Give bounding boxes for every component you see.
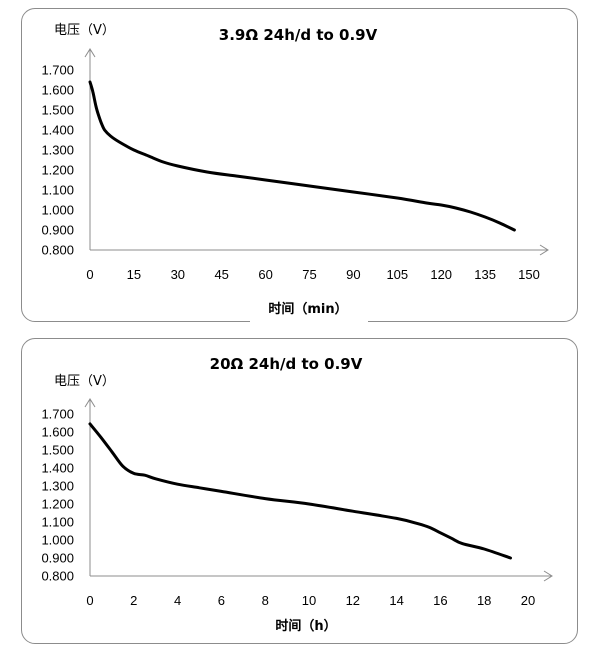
chart-1-x-tick-label: 75 (302, 267, 316, 282)
chart-1-y-tick-label: 1.200 (41, 163, 74, 178)
chart-1-x-tick-label: 90 (346, 267, 360, 282)
chart-1-y-tick-label: 1.000 (41, 203, 74, 218)
chart-1-y-tick-label: 1.700 (41, 63, 74, 78)
chart-1-x-tick-label: 120 (430, 267, 452, 282)
chart-1-x-tick-label: 0 (86, 267, 93, 282)
chart-panel-2: 20Ω 24h/d to 0.9V 电压（V） 0 2 4 6 8 10 12 14 16 18 2… (21, 338, 578, 644)
chart-2-y-axis-label: 电压（V） (54, 374, 115, 389)
chart-2-x-tick-label: 20 (521, 593, 535, 608)
chart-2-y-tick-label: 1.600 (41, 425, 74, 440)
chart-2-y-tick-label: 0.800 (41, 569, 74, 584)
chart-2-y-axis-arrow (84, 398, 96, 408)
chart-2-x-tick-label: 6 (218, 593, 225, 608)
chart-1-x-axis-label-background (250, 295, 368, 325)
chart-1-x-tick-label: 150 (518, 267, 540, 282)
chart-2-x-tick-label: 14 (389, 593, 403, 608)
chart-2-x-tick-label: 18 (477, 593, 491, 608)
chart-1-y-axis-arrow (84, 48, 96, 58)
chart-1-y-tick-label: 1.500 (41, 103, 74, 118)
chart-1-x-tick-label: 45 (214, 267, 228, 282)
chart-2-x-tick-label: 16 (433, 593, 447, 608)
chart-1-series-line (88, 80, 516, 232)
chart-1-y-tick-label: 1.300 (41, 143, 74, 158)
chart-2-title: 20Ω 24h/d to 0.9V (210, 355, 363, 373)
chart-2-y-tick-label: 1.700 (41, 407, 74, 422)
chart-2-x-tick-label: 4 (174, 593, 181, 608)
chart-1-y-tick-label: 1.400 (41, 123, 74, 138)
chart-2-y-tick-label: 0.900 (41, 551, 74, 566)
chart-2-x-tick-label: 10 (302, 593, 316, 608)
chart-1-x-tick-label: 15 (127, 267, 141, 282)
chart-1-x-axis-label: 时间（min） (268, 301, 347, 317)
chart-1-svg: 3.9Ω 24h/d to 0.9V 电压（V） 0 15 30 45 60 75 90 10… (41, 23, 549, 325)
chart-1-x-tick-label: 30 (171, 267, 185, 282)
chart-1-y-tick-label: 1.100 (41, 183, 74, 198)
chart-1-y-tick-label: 1.600 (41, 83, 74, 98)
chart-2-series-line (88, 422, 512, 560)
chart-2-x-tick-label: 2 (130, 593, 137, 608)
chart-panel-1: 3.9Ω 24h/d to 0.9V 电压（V） 0 15 30 45 60 75 90 10… (21, 8, 578, 325)
chart-1-x-tick-label: 105 (386, 267, 408, 282)
chart-2-y-tick-label: 1.100 (41, 515, 74, 530)
chart-2-x-tick-label: 12 (346, 593, 360, 608)
chart-1-x-axis-arrow (539, 244, 549, 256)
chart-2-x-axis-arrow (543, 570, 553, 582)
chart-2-y-tick-label: 1.000 (41, 533, 74, 548)
chart-2-x-tick-label: 0 (86, 593, 93, 608)
chart-2-y-tick-label: 1.400 (41, 461, 74, 476)
chart-2-svg: 20Ω 24h/d to 0.9V 电压（V） 0 2 4 6 8 10 12 14 16 18 2… (41, 355, 553, 634)
chart-2-x-axis-label: 时间（h） (275, 618, 336, 634)
chart-2-x-tick-label: 8 (262, 593, 269, 608)
chart-2-y-tick-label: 1.200 (41, 497, 74, 512)
chart-1-y-axis-label: 电压（V） (54, 23, 115, 38)
chart-1-x-tick-label: 60 (258, 267, 272, 282)
chart-1-y-tick-label: 0.800 (41, 243, 74, 258)
chart-2-y-tick-label: 1.500 (41, 443, 74, 458)
chart-2-y-tick-label: 1.300 (41, 479, 74, 494)
chart-1-title: 3.9Ω 24h/d to 0.9V (219, 26, 378, 44)
chart-1-y-tick-label: 0.900 (41, 223, 74, 238)
chart-1-x-tick-label: 135 (474, 267, 496, 282)
